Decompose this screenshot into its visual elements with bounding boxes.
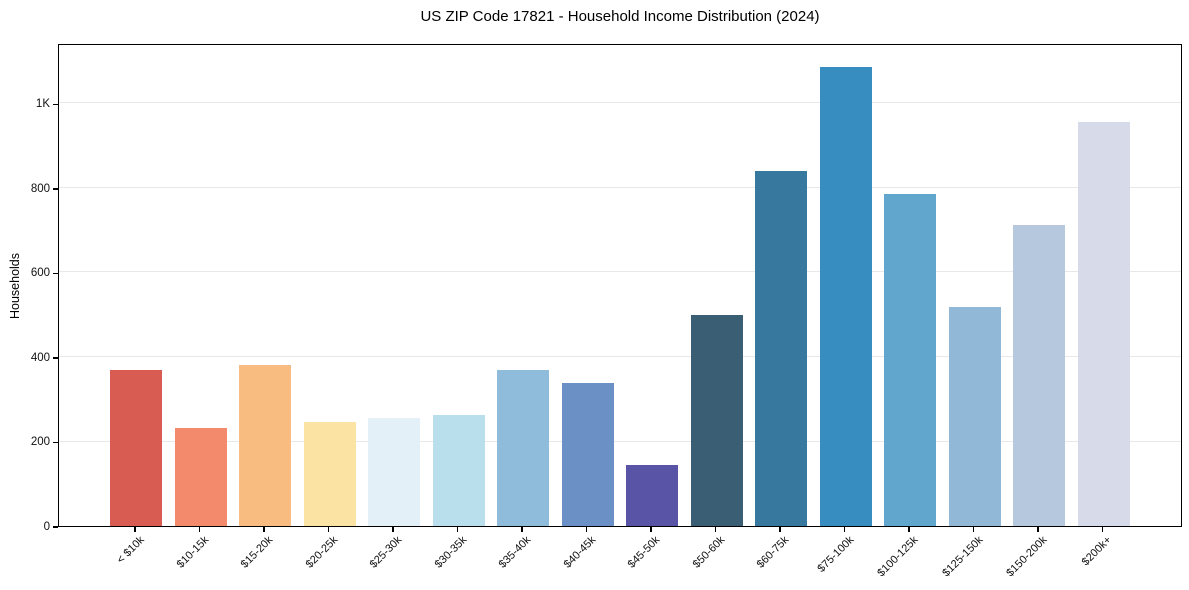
plot-area [58, 44, 1182, 527]
x-tick-mark [1037, 527, 1039, 532]
x-tick-mark [843, 527, 846, 532]
x-tick-label-text: $10-15k [174, 534, 211, 571]
x-tick-mark [521, 527, 523, 532]
y-tick-label: 0 [43, 521, 50, 533]
x-tick-label-text: < $10k [114, 534, 147, 567]
x-tick-mark [1101, 527, 1104, 532]
x-tick-label-text: $60-75k [754, 534, 792, 571]
bar-15-20k [239, 365, 291, 526]
gridline-y-200 [59, 440, 1181, 442]
x-tick-label-text: $45-50k [625, 534, 663, 571]
gridline-y-1000 [59, 102, 1181, 104]
bar-30-35k [432, 415, 485, 526]
x-tick-label-text: $15-20k [238, 534, 276, 571]
bar-100-125k [884, 194, 936, 526]
x-tick-label-text: $50-60k [690, 534, 727, 571]
bar-25-30k [368, 418, 420, 526]
y-tick-label: 1K [35, 98, 50, 111]
x-tick-mark [779, 527, 781, 532]
y-tick-label: 400 [30, 351, 50, 364]
x-tick-mark [134, 527, 136, 532]
gridline-y-800 [59, 186, 1181, 188]
y-tick-label: 600 [30, 267, 50, 280]
x-tick-mark [263, 527, 265, 532]
x-tick-label-text: $30-35k [432, 534, 469, 571]
x-tick-label-text: $75-100k [815, 534, 856, 575]
x-tick-label-text: $20-25k [303, 534, 340, 571]
gridline-y-600 [59, 271, 1181, 273]
x-tick-mark [456, 527, 459, 532]
y-axis-title: Households [0, 44, 30, 527]
bar-50-60k [690, 314, 743, 526]
bar-60-75k [755, 171, 807, 526]
x-tick-mark [585, 527, 588, 532]
x-tick-mark [327, 527, 330, 532]
bar-10k [110, 369, 162, 526]
bar-200k [1077, 122, 1130, 526]
x-tick-mark [650, 527, 652, 532]
y-tick-mark [53, 188, 58, 190]
bar-45-50k [626, 464, 678, 526]
bar-75-100k [819, 67, 872, 526]
x-tick-label-text: $40-45k [561, 534, 598, 571]
bar-20-25k [303, 421, 356, 526]
bar-40-45k [561, 383, 614, 526]
x-tick-label-text: $125-150k [939, 534, 985, 580]
y-tick-mark [53, 272, 58, 275]
bar-35-40k [497, 369, 549, 526]
gridline-y-400 [59, 355, 1181, 357]
x-tick-label-text: $100-125k [875, 534, 921, 580]
x-tick-mark [972, 527, 975, 532]
y-tick-mark [53, 357, 58, 359]
x-tick-label-text: $25-30k [367, 534, 405, 571]
y-axis-title-text: Households [8, 252, 23, 319]
bar-150-200k [1013, 225, 1065, 526]
x-tick-label-text: $200k+ [1079, 534, 1114, 569]
y-tick-mark [53, 441, 58, 444]
x-tick-mark [392, 527, 394, 532]
x-tick-mark [198, 527, 201, 532]
chart-title: US ZIP Code 17821 - Household Income Dis… [420, 8, 820, 25]
y-tick-mark [53, 526, 58, 528]
x-tick-label-text: $150-200k [1004, 534, 1050, 580]
x-tick-mark [908, 527, 910, 532]
x-tick-label-text: $35-40k [496, 534, 534, 571]
y-tick-mark [53, 103, 58, 105]
y-tick-label: 200 [30, 436, 50, 449]
bar-125-150k [948, 307, 1001, 526]
bar-10-15k [174, 428, 227, 526]
x-tick-mark [714, 527, 717, 532]
y-tick-label: 800 [30, 182, 50, 195]
